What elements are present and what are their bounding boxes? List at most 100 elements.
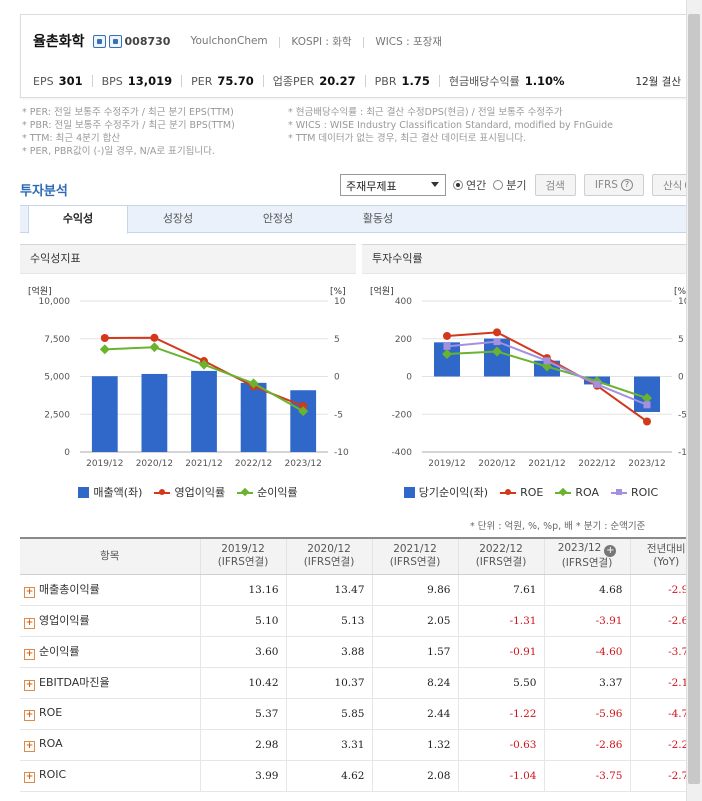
value-cell: -1.04: [457, 760, 544, 792]
tab-stability[interactable]: 안정성: [262, 212, 294, 225]
value-cell: 10.37: [285, 667, 372, 699]
metric-per: PER 75.70: [191, 74, 254, 88]
value-cell: 2.98: [199, 729, 286, 761]
y-tick-label-right: 0: [678, 373, 684, 383]
x-tick-label: 2023/12: [628, 459, 665, 469]
metric-value: 301: [58, 74, 83, 88]
value-cell: 2.05: [371, 605, 458, 637]
row-label-cell[interactable]: + 영업이익률: [20, 605, 200, 637]
tab-activity[interactable]: 활동성: [362, 212, 394, 225]
radio-annual[interactable]: [453, 180, 463, 190]
column-header[interactable]: 2022/12 (IFRS연결): [457, 537, 544, 575]
column-header[interactable]: 2020/12 (IFRS연결): [285, 537, 372, 575]
data-point: [443, 331, 451, 340]
y-tick-label-right: -10: [678, 448, 693, 458]
footnote: * TTM: 최근 4분기 합산: [22, 133, 121, 144]
row-label-cell[interactable]: + ROIC: [20, 760, 200, 792]
tab-profitability[interactable]: 수익성: [28, 205, 128, 234]
metric-label: EPS: [33, 74, 54, 88]
metric-label: 업종PER: [272, 75, 315, 88]
metric-value: 1.75: [401, 74, 430, 88]
row-label-cell[interactable]: + EBITDA마진율: [20, 667, 200, 699]
y-tick-label-left: 5,000: [44, 373, 70, 383]
metric-bps: BPS 13,019: [102, 74, 173, 88]
legend-item[interactable]: ROA: [555, 486, 599, 499]
metric-value: 20.27: [319, 74, 356, 88]
data-point: [443, 342, 451, 350]
data-point: [150, 333, 159, 342]
radio-annual-label[interactable]: 연간: [466, 179, 487, 192]
value-cell: 13.47: [285, 574, 372, 606]
expand-icon[interactable]: +: [24, 710, 35, 721]
add-column-icon[interactable]: +: [604, 545, 617, 558]
legend-item[interactable]: 매출액(좌): [78, 484, 142, 500]
expand-icon[interactable]: +: [24, 741, 35, 752]
ifrs-button[interactable]: IFRS?: [583, 174, 644, 196]
english-name: YoulchonChem: [190, 35, 268, 47]
radio-quarter[interactable]: [493, 180, 504, 190]
expand-icon[interactable]: +: [24, 587, 35, 598]
footnotes-right: * 현금배당수익률 : 최근 결산 수정DPS(현금) / 전일 보통주 수정주…: [288, 106, 613, 145]
column-header[interactable]: 2021/12 (IFRS연결): [371, 537, 458, 575]
column-header[interactable]: 2023/12 + (IFRS연결): [543, 537, 630, 575]
value-cell: 5.37: [199, 698, 286, 730]
x-tick-label: 2020/12: [136, 459, 173, 469]
footnotes-left: * PER: 전일 보통주 수정주가 / 최근 분기 EPS(TTM) * PB…: [22, 106, 235, 158]
expand-icon[interactable]: +: [24, 618, 35, 629]
x-tick-label: 2019/12: [428, 459, 465, 469]
legend-item[interactable]: 순이익률: [237, 484, 298, 500]
legend-item[interactable]: ROE: [500, 486, 543, 499]
company-name: 율촌화학: [33, 34, 85, 50]
search-button[interactable]: 검색: [534, 174, 576, 196]
value-cell: 3.88: [285, 636, 372, 668]
tab-growth[interactable]: 성장성: [162, 212, 194, 225]
legend-item[interactable]: ROIC: [610, 486, 658, 499]
home-icon[interactable]: [92, 34, 106, 48]
row-label: 순이익률: [39, 645, 80, 658]
column-header[interactable]: 2019/12 (IFRS연결): [199, 537, 286, 575]
scrollbar[interactable]: [686, 0, 702, 801]
ifrs-button-label: IFRS: [594, 179, 618, 191]
building-icon[interactable]: [108, 34, 122, 48]
chart-legend: 당기순이익(좌) ROE ROA ROIC: [362, 484, 700, 500]
legend-label: 순이익률: [257, 486, 298, 499]
statement-select[interactable]: 주재무제표: [340, 174, 446, 196]
legend-item[interactable]: 영업이익률: [154, 484, 225, 500]
data-point: [99, 344, 110, 355]
value-cell: 2.08: [371, 760, 458, 792]
table-row: + 순이익률 3.60 3.88 1.57 -0.91 -4.60 -3.70: [20, 636, 702, 668]
footnote: * TTM 데이터가 없는 경우, 최근 결산 데이터로 표시됩니다.: [288, 133, 527, 144]
header-sub: (IFRS연결): [561, 557, 613, 570]
metric-dividend-yield: 현금배당수익률 1.10%: [449, 73, 565, 89]
data-point: [493, 338, 501, 346]
value-cell: 3.99: [199, 760, 286, 792]
return-chart: [억원] [%] -400 -10 -200 -5 0 0 200 5 400 10 2019/12 20…: [370, 285, 693, 469]
legend-label: 당기순이익(좌): [418, 486, 489, 499]
divider: [364, 75, 366, 87]
value-cell: 4.62: [285, 760, 372, 792]
expand-icon[interactable]: +: [24, 680, 35, 691]
y-tick-label-right: -5: [334, 410, 343, 420]
expand-icon[interactable]: +: [24, 772, 35, 783]
header-sub: (IFRS연결): [303, 556, 355, 569]
row-label-cell[interactable]: + 매출총이익률: [20, 574, 200, 606]
search-button-label: 검색: [545, 179, 565, 192]
y-axis-right-unit: [%]: [674, 287, 690, 297]
expand-icon[interactable]: +: [24, 649, 35, 660]
legend-swatch: [154, 487, 171, 498]
value-cell: 13.16: [199, 574, 286, 606]
header-label: 항목: [100, 549, 120, 562]
table-row: + EBITDA마진율 10.42 10.37 8.24 5.50 3.37 -2.13: [20, 667, 702, 699]
row-label-cell[interactable]: + 순이익률: [20, 636, 200, 668]
metric-label: PBR: [374, 74, 397, 88]
radio-quarter-label[interactable]: 분기: [506, 179, 527, 192]
row-label-cell[interactable]: + ROA: [20, 729, 200, 761]
value-cell: 3.60: [199, 636, 286, 668]
value-cell: 5.10: [199, 605, 286, 637]
legend-item[interactable]: 당기순이익(좌): [403, 484, 489, 500]
y-tick-label-left: -200: [392, 410, 413, 420]
data-point: [248, 378, 259, 389]
scrollbar-thumb[interactable]: [688, 14, 700, 784]
row-label-cell[interactable]: + ROE: [20, 698, 200, 730]
data-point: [100, 333, 109, 342]
